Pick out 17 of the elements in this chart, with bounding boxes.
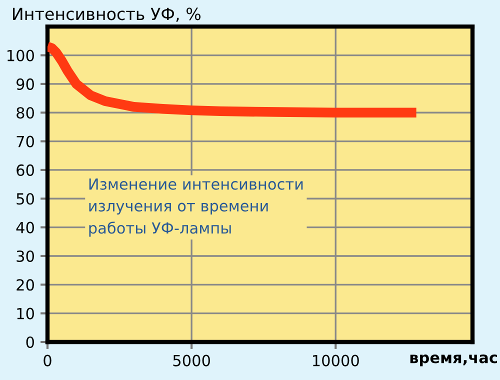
x-tick-label: 0 <box>44 354 52 366</box>
y-tick-label: 10 <box>17 308 34 320</box>
y-tick-label: 70 <box>16 136 34 148</box>
x-axis-title: время,час <box>410 354 497 366</box>
y-tick-label: 40 <box>16 222 34 234</box>
y-tick-label: 60 <box>16 164 34 176</box>
y-tick-label: 100 <box>8 50 34 62</box>
y-tick-label: 0 <box>26 336 34 348</box>
y-tick-label: 90 <box>16 78 34 90</box>
y-axis-title: Интенсивность УФ, % <box>13 8 201 22</box>
y-tick-label: 30 <box>16 250 34 262</box>
x-tick-label: 10000 <box>313 354 359 366</box>
y-tick-label: 20 <box>16 279 34 291</box>
y-tick-label: 80 <box>16 107 34 119</box>
y-tick-label: 50 <box>16 193 34 205</box>
annotation: Изменение интенсивности излучения от времени работы УФ-лампы <box>89 178 303 237</box>
x-tick-label: 5000 <box>173 354 210 366</box>
